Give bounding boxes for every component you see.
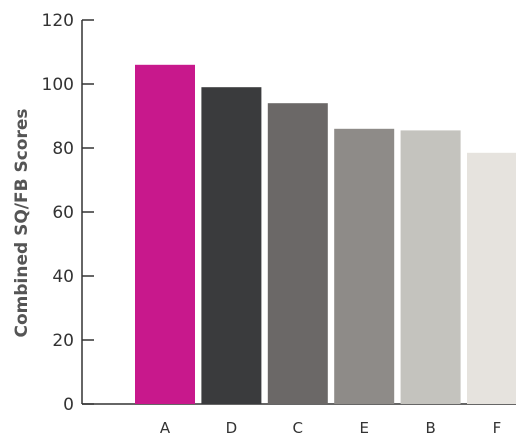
x-tick-label-d: D	[226, 419, 238, 437]
y-tick-label: 40	[52, 267, 74, 287]
bar-a	[135, 64, 195, 405]
bar-c	[267, 103, 328, 404]
x-tick-label-f: F	[493, 419, 502, 437]
bar-b	[400, 130, 461, 404]
x-tick-label-b: B	[425, 419, 435, 437]
y-axis-ticks: 0 20 40 60 80 100 120	[42, 11, 94, 415]
x-tick-label-a: A	[160, 419, 171, 437]
y-axis-title: Combined SQ/FB Scores	[12, 108, 32, 337]
y-tick-label: 60	[52, 203, 74, 223]
y-tick-label: 0	[63, 395, 74, 415]
y-tick-label: 20	[52, 331, 74, 351]
y-tick-label: 80	[52, 139, 74, 159]
x-tick-label-c: C	[293, 419, 303, 437]
x-tick-label-e: E	[359, 419, 368, 437]
bar-f	[467, 152, 516, 404]
bar-e	[334, 128, 395, 405]
bars	[135, 64, 516, 405]
bar-d	[201, 87, 262, 404]
y-tick-label: 100	[42, 75, 74, 95]
y-tick-label: 120	[42, 11, 74, 31]
